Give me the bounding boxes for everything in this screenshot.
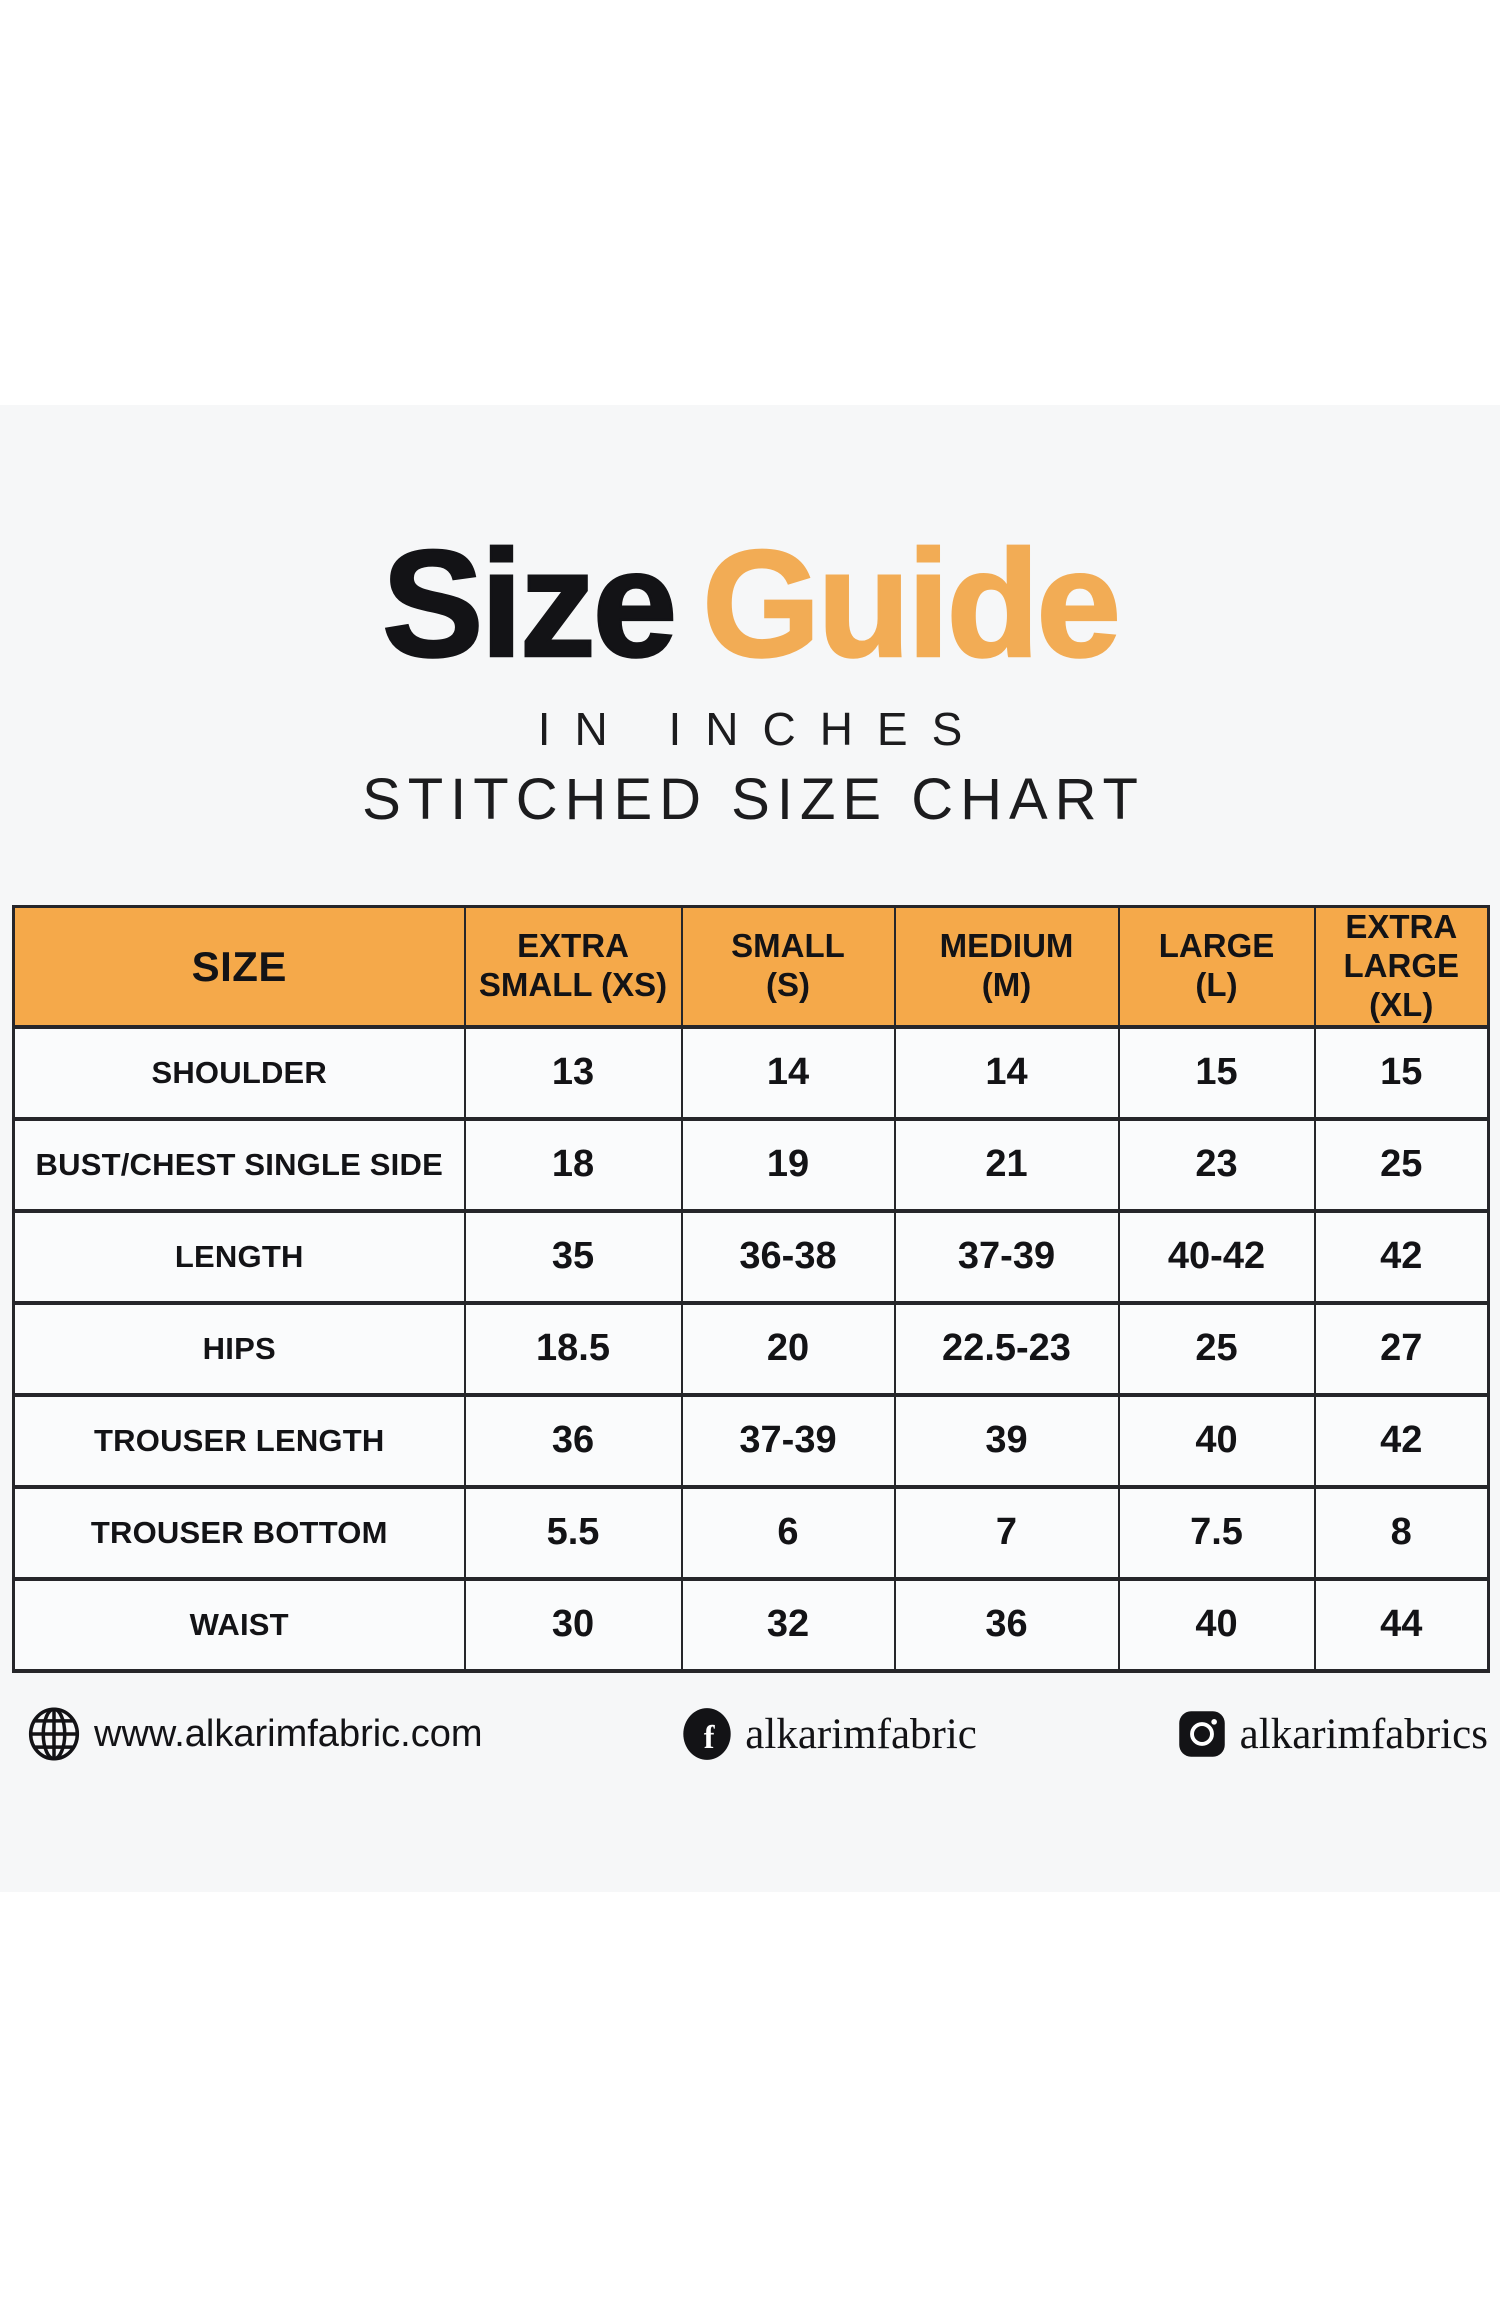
instagram-handle-text: alkarimfabrics bbox=[1239, 1710, 1488, 1758]
size-value: 39 bbox=[893, 1392, 1120, 1489]
row-label: LENGTH bbox=[12, 1208, 466, 1305]
size-value: 7.5 bbox=[1117, 1484, 1316, 1581]
page-title: Size Guide bbox=[0, 527, 1500, 682]
table-row: TROUSER LENGTH 36 37-39 39 40 42 bbox=[12, 1392, 1490, 1489]
size-value: 20 bbox=[680, 1300, 896, 1397]
size-value: 6 bbox=[680, 1484, 896, 1581]
column-header-size: SIZE bbox=[12, 905, 466, 1029]
subtitle-in-inches: IN INCHES bbox=[537, 703, 987, 755]
size-value: 44 bbox=[1313, 1576, 1490, 1673]
table-row: BUST/CHEST SINGLE SIDE 18 19 21 23 25 bbox=[12, 1116, 1490, 1213]
column-header-medium: MEDIUM (M) bbox=[893, 905, 1120, 1029]
instagram-icon bbox=[1178, 1711, 1225, 1757]
size-value: 27 bbox=[1313, 1300, 1490, 1397]
size-value: 23 bbox=[1117, 1116, 1316, 1213]
size-value: 7 bbox=[893, 1484, 1120, 1581]
instagram-group: alkarimfabrics bbox=[1176, 1706, 1488, 1762]
table-row: HIPS 18.5 20 22.5-23 25 27 bbox=[12, 1300, 1490, 1397]
size-value: 14 bbox=[680, 1024, 896, 1121]
table-row: SHOULDER 13 14 14 15 15 bbox=[12, 1024, 1490, 1121]
svg-text:f: f bbox=[704, 1719, 716, 1755]
size-value: 19 bbox=[680, 1116, 896, 1213]
table-row: TROUSER BOTTOM 5.5 6 7 7.5 8 bbox=[12, 1484, 1490, 1581]
size-value: 18.5 bbox=[463, 1300, 683, 1397]
size-table-body: SHOULDER 13 14 14 15 15 BUST/CHEST SINGLE SIDE… bbox=[12, 1024, 1490, 1673]
row-label: SHOULDER bbox=[12, 1024, 466, 1121]
row-label: HIPS bbox=[12, 1300, 466, 1397]
size-value: 37-39 bbox=[680, 1392, 896, 1489]
size-value: 36 bbox=[463, 1392, 683, 1489]
row-label: TROUSER LENGTH bbox=[12, 1392, 466, 1489]
footer: www.alkarimfabric.com f alkarimfabric al… bbox=[26, 1706, 1488, 1762]
facebook-group: f alkarimfabric bbox=[681, 1706, 977, 1762]
size-value: 30 bbox=[463, 1576, 683, 1673]
size-chart-table: SIZE EXTRA SMALL (XS) SMALL (S) MEDIUM (… bbox=[12, 905, 1490, 1673]
size-value: 42 bbox=[1313, 1392, 1490, 1489]
size-value: 42 bbox=[1313, 1208, 1490, 1305]
table-header-row: SIZE EXTRA SMALL (XS) SMALL (S) MEDIUM (… bbox=[12, 905, 1490, 1029]
size-value: 14 bbox=[893, 1024, 1120, 1121]
size-value: 8 bbox=[1313, 1484, 1490, 1581]
size-value: 13 bbox=[463, 1024, 683, 1121]
size-value: 15 bbox=[1313, 1024, 1490, 1121]
column-header-extra-small: EXTRA SMALL (XS) bbox=[463, 905, 683, 1029]
size-value: 15 bbox=[1117, 1024, 1316, 1121]
row-label: BUST/CHEST SINGLE SIDE bbox=[12, 1116, 466, 1213]
size-value: 32 bbox=[680, 1576, 896, 1673]
size-value: 25 bbox=[1313, 1116, 1490, 1213]
row-label: WAIST bbox=[12, 1576, 466, 1673]
table-row: LENGTH 35 36-38 37-39 40-42 42 bbox=[12, 1208, 1490, 1305]
size-value: 35 bbox=[463, 1208, 683, 1305]
table-row: WAIST 30 32 36 40 44 bbox=[12, 1576, 1490, 1673]
facebook-icon: f bbox=[683, 1708, 731, 1760]
column-header-extra-large: EXTRA LARGE (XL) bbox=[1313, 905, 1490, 1029]
title-block: Size Guide IN INCHES STITCHED SIZE CHART bbox=[0, 527, 1500, 833]
size-value: 25 bbox=[1117, 1300, 1316, 1397]
size-value: 37-39 bbox=[893, 1208, 1120, 1305]
subtitle-stitched-size-chart: STITCHED SIZE CHART bbox=[362, 767, 1145, 832]
page-title-guide: Guide bbox=[701, 519, 1122, 689]
facebook-handle-text: alkarimfabric bbox=[745, 1710, 977, 1758]
globe-icon bbox=[28, 1707, 80, 1761]
size-value: 36 bbox=[893, 1576, 1120, 1673]
size-value: 22.5-23 bbox=[893, 1300, 1120, 1397]
size-value: 40 bbox=[1117, 1576, 1316, 1673]
row-label: TROUSER BOTTOM bbox=[12, 1484, 466, 1581]
size-value: 18 bbox=[463, 1116, 683, 1213]
size-value: 40-42 bbox=[1117, 1208, 1316, 1305]
column-header-large: LARGE (L) bbox=[1117, 905, 1316, 1029]
size-value: 40 bbox=[1117, 1392, 1316, 1489]
website-group: www.alkarimfabric.com bbox=[26, 1706, 483, 1762]
website-text: www.alkarimfabric.com bbox=[94, 1712, 483, 1755]
page-title-size: Size bbox=[381, 519, 679, 689]
size-value: 36-38 bbox=[680, 1208, 896, 1305]
size-value: 21 bbox=[893, 1116, 1120, 1213]
column-header-small: SMALL (S) bbox=[680, 905, 896, 1029]
size-value: 5.5 bbox=[463, 1484, 683, 1581]
